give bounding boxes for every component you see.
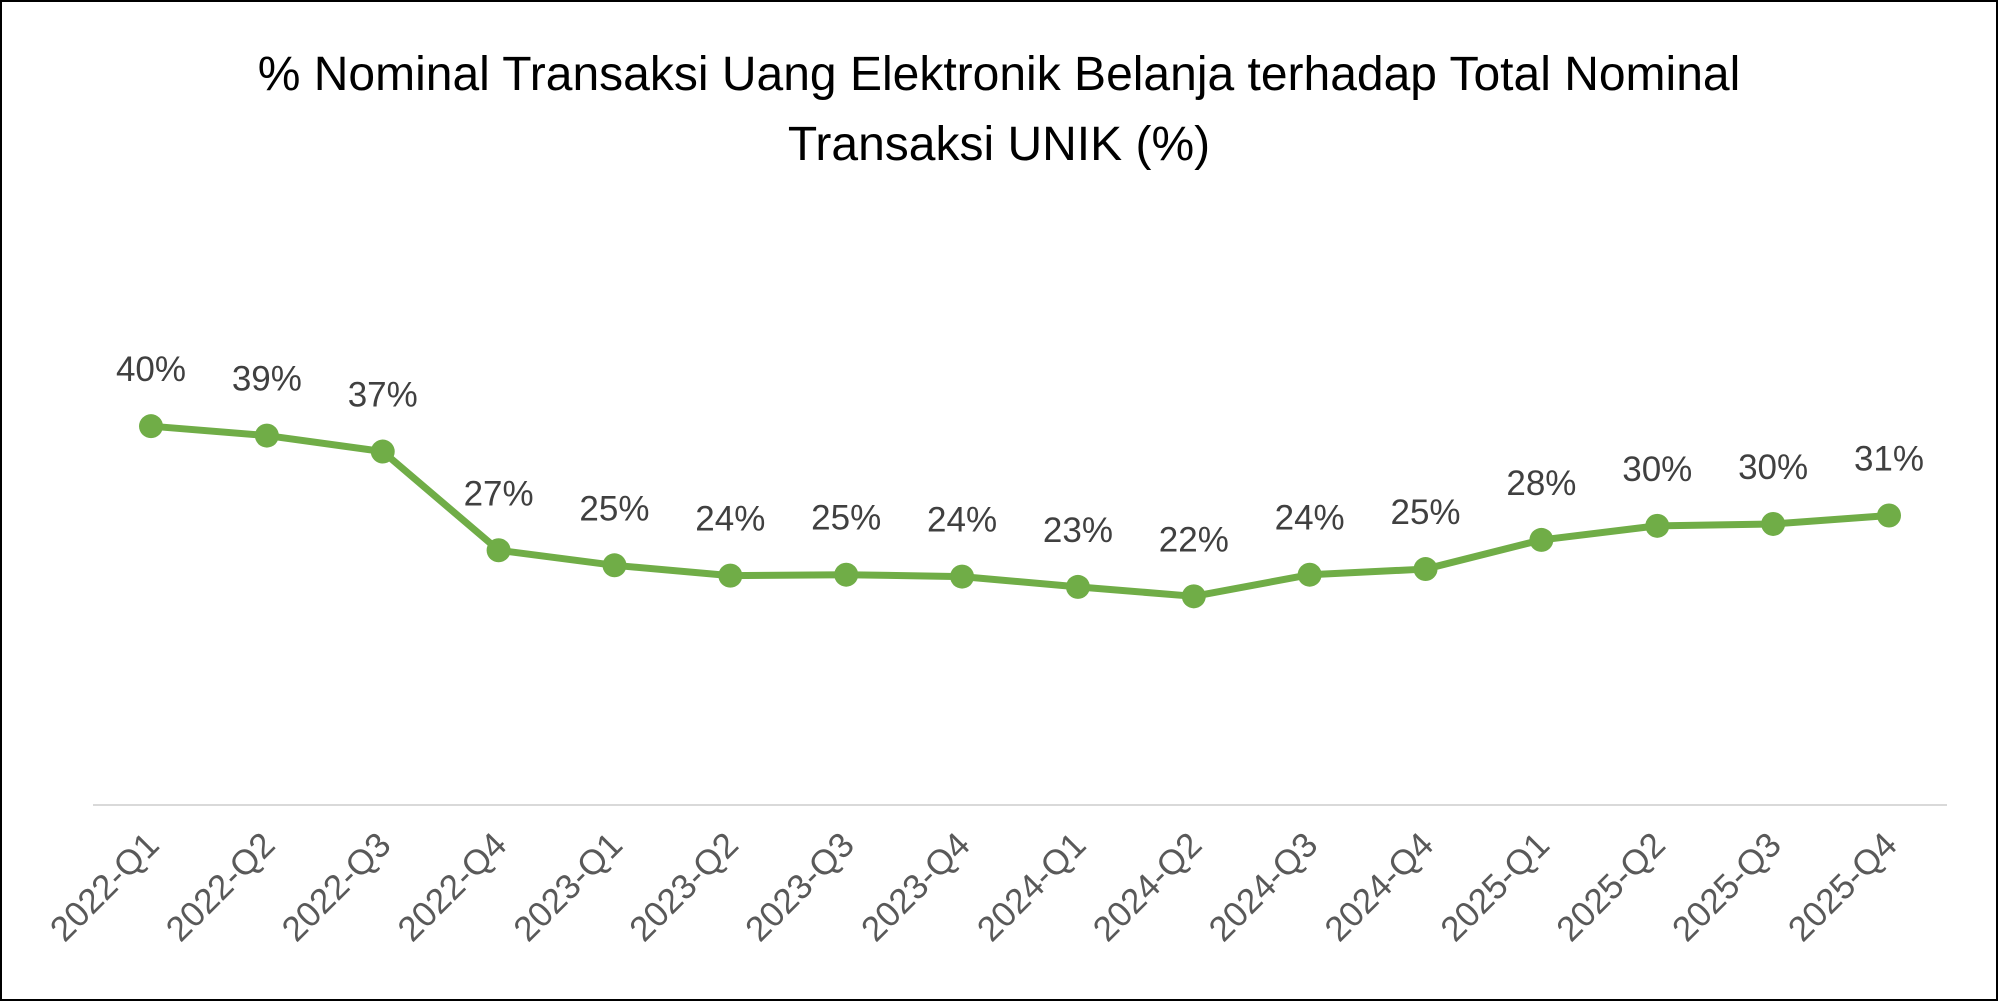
data-point-2022-Q3 xyxy=(370,439,395,464)
data-points xyxy=(139,414,1901,609)
data-point-2023-Q2 xyxy=(718,563,743,588)
data-point-2025-Q3 xyxy=(1761,511,1786,536)
series-line xyxy=(147,422,1893,600)
x-tick-label-2024-Q2: 2024-Q2 xyxy=(1086,825,1210,949)
x-tick-label-2022-Q2: 2022-Q2 xyxy=(159,825,283,949)
data-point-2024-Q3 xyxy=(1297,562,1322,587)
data-point-2022-Q2 xyxy=(254,423,279,448)
x-tick-label-2023-Q4: 2023-Q4 xyxy=(854,825,978,949)
x-tick-label-2025-Q2: 2025-Q2 xyxy=(1549,825,1673,949)
data-label-2023-Q1: 25% xyxy=(579,489,649,528)
data-point-2024-Q1 xyxy=(1065,574,1090,599)
data-label-2022-Q2: 39% xyxy=(232,360,302,399)
data-point-2025-Q2 xyxy=(1645,513,1670,538)
data-point-2024-Q4 xyxy=(1413,557,1438,582)
data-label-2025-Q2: 30% xyxy=(1622,450,1692,489)
x-tick-label-2023-Q3: 2023-Q3 xyxy=(738,825,862,949)
data-point-2024-Q2 xyxy=(1181,584,1206,609)
data-point-2023-Q1 xyxy=(602,553,627,578)
x-tick-label-2022-Q3: 2022-Q3 xyxy=(274,825,398,949)
x-tick-label-2025-Q1: 2025-Q1 xyxy=(1433,825,1557,949)
data-label-2024-Q1: 23% xyxy=(1043,511,1113,550)
x-tick-label-2024-Q1: 2024-Q1 xyxy=(970,825,1094,949)
data-point-2025-Q4 xyxy=(1877,503,1901,528)
x-tick-label-2025-Q4: 2025-Q4 xyxy=(1781,825,1905,949)
data-point-2022-Q4 xyxy=(486,538,511,563)
x-tick-label-2023-Q2: 2023-Q2 xyxy=(622,825,746,949)
data-label-2024-Q3: 24% xyxy=(1275,499,1345,538)
x-tick-label-2024-Q3: 2024-Q3 xyxy=(1201,825,1325,949)
x-tick-label-2025-Q3: 2025-Q3 xyxy=(1665,825,1789,949)
chart-title-line-1: % Nominal Transaksi Uang Elektronik Bela… xyxy=(257,48,1741,101)
data-label-2024-Q2: 22% xyxy=(1159,520,1229,559)
data-label-2023-Q4: 24% xyxy=(927,501,997,540)
data-label-2022-Q4: 27% xyxy=(464,474,534,513)
data-label-2023-Q2: 24% xyxy=(695,500,765,539)
data-point-2025-Q1 xyxy=(1529,527,1554,552)
data-label-2023-Q3: 25% xyxy=(811,499,881,538)
chart-title: % Nominal Transaksi Uang Elektronik Bela… xyxy=(0,40,1998,180)
data-point-2023-Q3 xyxy=(834,562,859,587)
chart-title-line-2: Transaksi UNIK (%) xyxy=(787,118,1211,171)
data-point-2022-Q1 xyxy=(139,414,163,439)
data-labels: 40% 39% 37% 27% 25% 24% 25% 24% 23% 22% 24% 25% 28% 3… xyxy=(116,350,1924,559)
data-label-2024-Q4: 25% xyxy=(1391,493,1461,532)
x-tick-label-2022-Q1: 2022-Q1 xyxy=(43,825,167,949)
x-tick-labels: 2022-Q12022-Q22022-Q32022-Q42023-Q12023-… xyxy=(43,825,1905,949)
x-tick-label-2024-Q4: 2024-Q4 xyxy=(1317,825,1441,949)
data-point-2023-Q4 xyxy=(950,564,975,589)
data-label-2025-Q4: 31% xyxy=(1854,439,1924,478)
x-tick-label-2023-Q1: 2023-Q1 xyxy=(506,825,630,949)
data-label-2025-Q3: 30% xyxy=(1738,448,1808,487)
data-label-2025-Q1: 28% xyxy=(1506,464,1576,503)
data-label-2022-Q3: 37% xyxy=(348,376,418,415)
data-label-2022-Q1: 40% xyxy=(116,350,186,389)
x-tick-label-2022-Q4: 2022-Q4 xyxy=(390,825,514,949)
